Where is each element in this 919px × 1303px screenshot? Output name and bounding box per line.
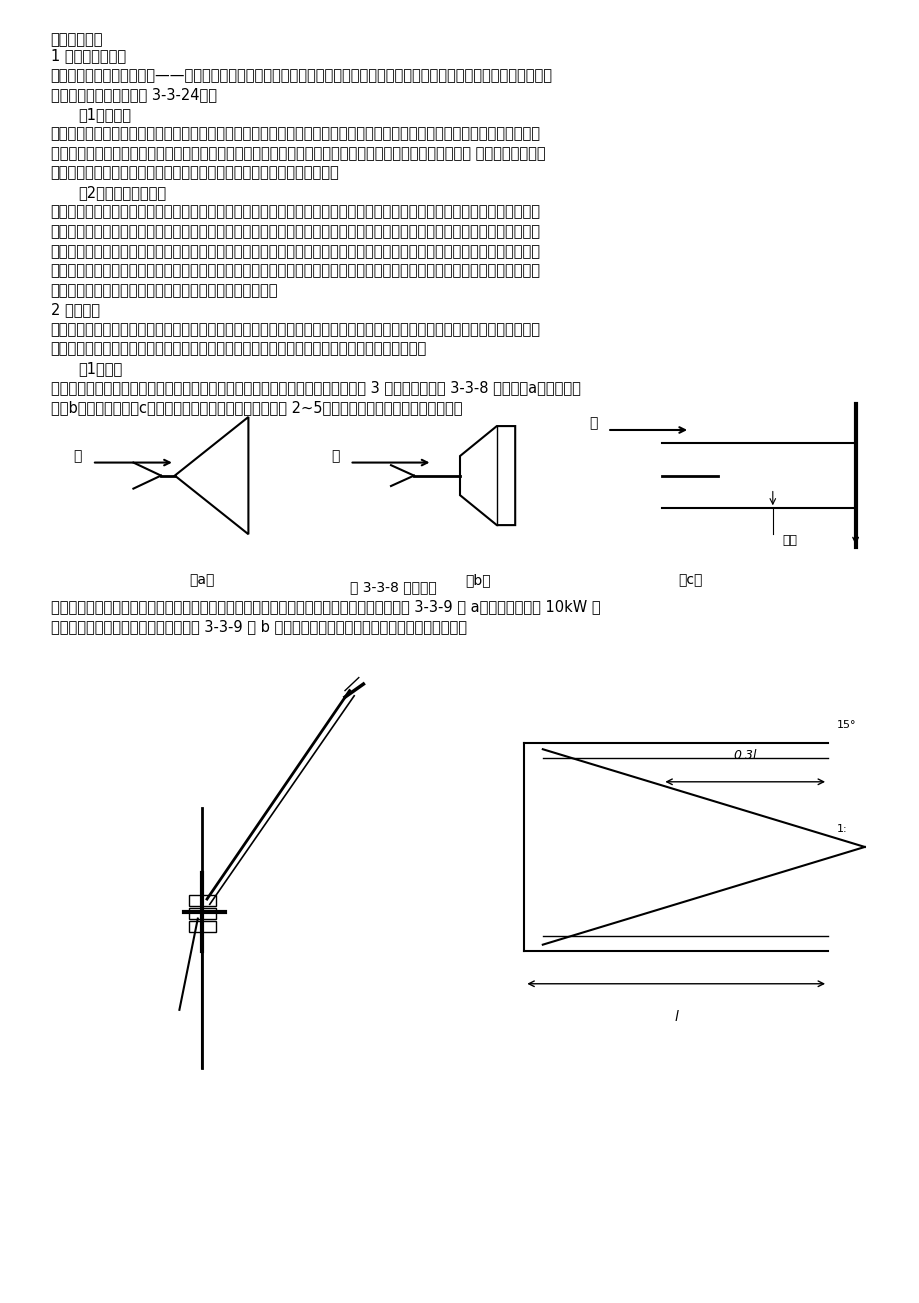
Text: 1:: 1: <box>836 823 847 834</box>
Text: 自然界的风，方向和速度经常变化，为了使风力机能有效地捕捉风能，就应设置对风装置以跟踪风向的变化，保证风轮基本上始: 自然界的风，方向和速度经常变化，为了使风力机能有效地捕捉风能，就应设置对风装置以… <box>51 322 540 337</box>
Text: 心球轴承以承受径向载荷，下面用推力轴承来承受机头的全部重量；微型风力机的回转体不宜采用滚动轴承，而用青铜加工的轴: 心球轴承以承受径向载荷，下面用推力轴承来承受机头的全部重量；微型风力机的回转体不… <box>51 263 540 279</box>
Text: 与回转体（参阅后面的图 3-3-24）。: 与回转体（参阅后面的图 3-3-24）。 <box>51 87 216 103</box>
Text: l: l <box>674 1010 677 1024</box>
Text: 体常借用塔式吊车上的回转机构；小型风力机的回转体通常中在上、下各设一个轴承，均可采用圆锥滚子轴承，也可以上面用向: 体常借用塔式吊车上的回转机构；小型风力机的回转体通常中在上、下各设一个轴承，均可… <box>51 244 540 259</box>
Text: （a）: （a） <box>189 573 215 588</box>
Text: 终处于迎风状况。风力机的对风装置常用的有：尾舵（尾翼）、舵轮、电动机构和自动对风四种。: 终处于迎风状况。风力机的对风装置常用的有：尾舵（尾翼）、舵轮、电动机构和自动对风… <box>51 341 426 357</box>
Text: 0.3l: 0.3l <box>732 749 756 762</box>
Text: （1）机头座: （1）机头座 <box>78 107 131 122</box>
Text: 备重量轻，一般由底板再焊以加强肋构成；中、大型风力机的机头座要复杂一些，它通常由以纵梁、横梁为主 再辅以台板、腹板: 备重量轻，一般由底板再焊以加强肋构成；中、大型风力机的机头座要复杂一些，它通常由… <box>51 146 545 162</box>
Text: （b）: （b） <box>465 573 491 588</box>
Text: 风: 风 <box>74 450 82 463</box>
Text: 尾舵也称尾翼，是常见的一种对风装置，微、小型风力发电机普遍应用它。尾舵有 3 种基本形式如图 3-3-8 所示，（a）是老式的: 尾舵也称尾翼，是常见的一种对风装置，微、小型风力发电机普遍应用它。尾舵有 3 种… <box>51 380 580 396</box>
Text: （c）: （c） <box>677 573 701 588</box>
Text: 右的风力发电机，将尾舵改进成如力图 3-3-9 之 b 所示的型式，既减少了尾舵面积，又使调向平稳。: 右的风力发电机，将尾舵改进成如力图 3-3-9 之 b 所示的型式，既减少了尾舵… <box>51 619 466 635</box>
Text: 风力发电机塔架上端的部件——风轮、传动装置、对风装置、调速装置、发电机等组成了机头，机头与塔架的联结部件是机头座: 风力发电机塔架上端的部件——风轮、传动装置、对风装置、调速装置、发电机等组成了机… <box>51 68 552 83</box>
Text: 15°: 15° <box>836 719 856 730</box>
Text: 图 3-3-8 尾舵形式: 图 3-3-8 尾舵形式 <box>349 580 436 594</box>
Text: 回转体是塔架与机头座的连接部件，通常由固定套、回转圈以及位于它们之间的轴承组成。固定套锁定在塔架上部，而回转圆则: 回转体是塔架与机头座的连接部件，通常由固定套、回转圈以及位于它们之间的轴承组成。… <box>51 205 540 220</box>
Text: 弦长: 弦长 <box>781 534 796 547</box>
Text: 风: 风 <box>331 450 339 463</box>
Text: 套，以防对风向（瞬时变化）过敏，导致风轮的频繁回转。: 套，以防对风向（瞬时变化）过敏，导致风轮的频繁回转。 <box>51 283 278 298</box>
Text: 断的改进中。: 断的改进中。 <box>51 33 103 48</box>
Text: 尾舵常处于风轮后面的尾流区里，为了避开尾流的影响，可将尾舵翘起安装，高出风轮（见图 3-3-9 之 a）。有人研制的 10kW 左: 尾舵常处于风轮后面的尾流区里，为了避开尾流的影响，可将尾舵翘起安装，高出风轮（见… <box>51 599 599 615</box>
Text: 它用来支撑塔架上方的所有装置及附属部件，它牢固如否将直接关系到风力机的安危与寿命。微、小型风力机由于塔架上方的设: 它用来支撑塔架上方的所有装置及附属部件，它牢固如否将直接关系到风力机的安危与寿命… <box>51 126 540 142</box>
Text: 与机头座相连，通过它们之间轴承和对风装置，在风向变化时，机头便能水平的回转，使风轮迎风工作。大、中型风力机的回转: 与机头座相连，通过它们之间轴承和对风装置，在风向变化时，机头便能水平的回转，使风… <box>51 224 540 240</box>
Text: （1）尾舵: （1）尾舵 <box>78 361 122 377</box>
Text: 2 对风装置: 2 对风装置 <box>51 302 99 318</box>
Text: （2）回转体（转盘）: （2）回转体（转盘） <box>78 185 166 201</box>
Text: 1 机头座与回转体: 1 机头座与回转体 <box>51 48 126 64</box>
Text: 风: 风 <box>588 417 596 430</box>
Text: ，（b）是改进的，（c）为新式的，它的翼展与弦长的比为 2~5，对风向变化反应敏感，跟踪性好。: ，（b）是改进的，（c）为新式的，它的翼展与弦长的比为 2~5，对风向变化反应敏… <box>51 400 461 416</box>
Text: 、肋板等焊接而成。焊接质量要高，台板面要刨平，安装孔的位置要精确。: 、肋板等焊接而成。焊接质量要高，台板面要刨平，安装孔的位置要精确。 <box>51 165 339 181</box>
